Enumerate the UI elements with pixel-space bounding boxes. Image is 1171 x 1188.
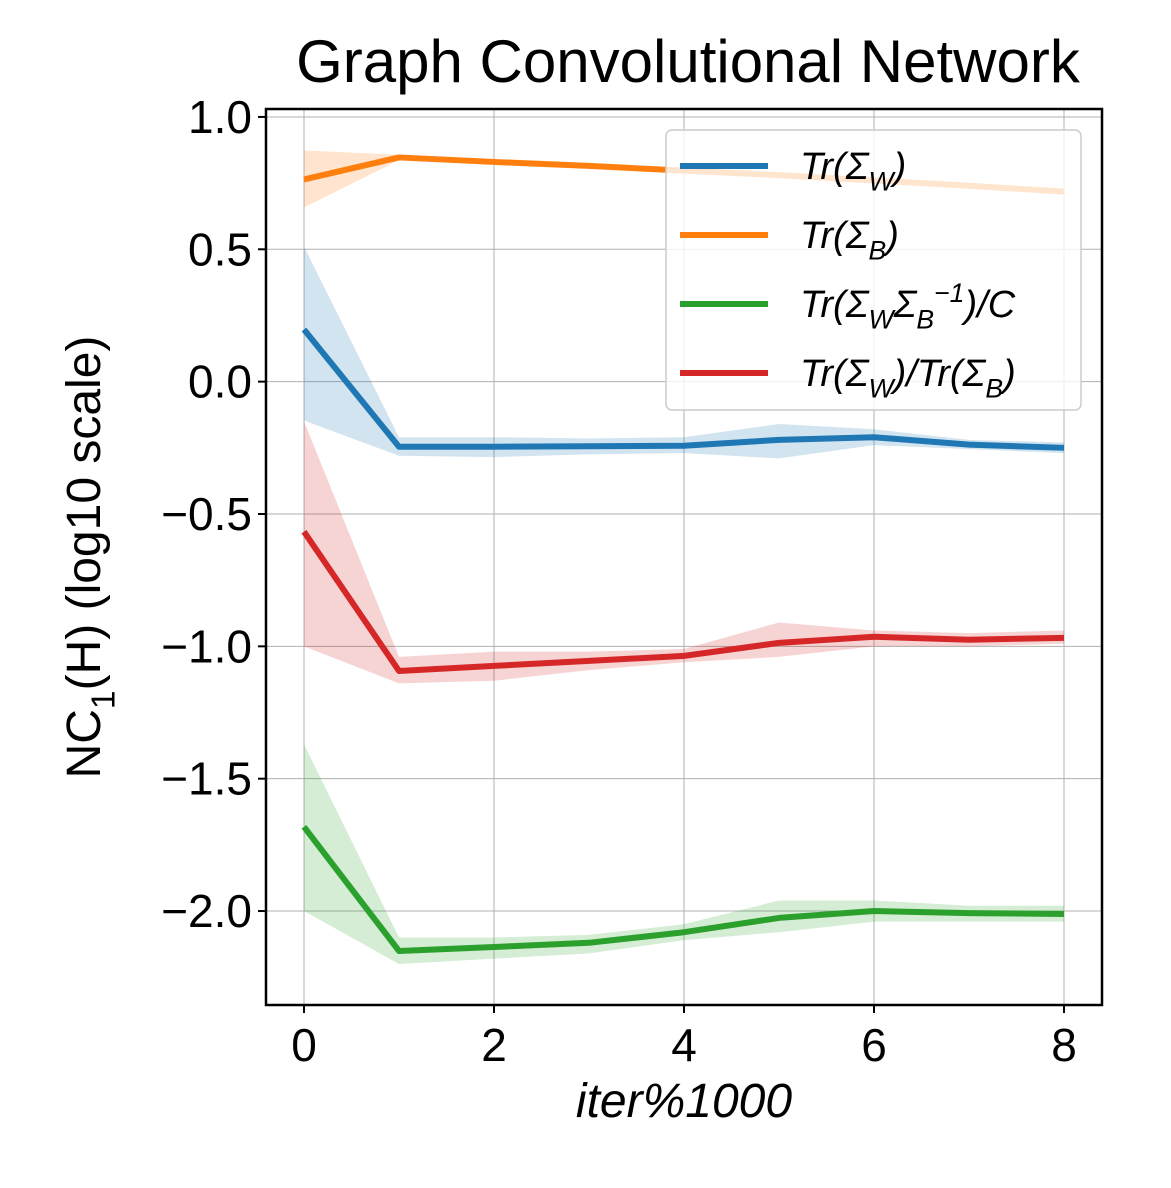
x-tick-label: 4 xyxy=(671,1019,697,1071)
legend-label: Tr(ΣW) xyxy=(800,146,906,196)
series-line xyxy=(301,327,1065,451)
y-tick-label: 1.0 xyxy=(188,91,252,143)
y-tick-label: 0.0 xyxy=(188,356,252,408)
x-tick-label: 2 xyxy=(481,1019,507,1071)
x-tick-label: 8 xyxy=(1051,1019,1077,1071)
confidence-band xyxy=(304,246,1064,459)
confidence-band xyxy=(304,150,1064,208)
chart-title: Graph Convolutional Network xyxy=(296,28,1081,95)
legend-label: Tr(ΣW)/Tr(ΣB) xyxy=(800,353,1016,403)
legend-label: Tr(ΣB) xyxy=(800,215,899,265)
y-tick-label: −1.5 xyxy=(161,753,252,805)
legend-label: Tr(ΣWΣB−1)/C xyxy=(800,278,1016,335)
series-line xyxy=(301,825,1065,955)
confidence-band xyxy=(304,421,1064,684)
ticks: 0 2 4 6 8 1.0 0.5 0.0 −0.5 −1.0 −1.5 −2.0 xyxy=(161,91,1077,1071)
legend: Tr(ΣW) Tr(ΣB) Tr(ΣWΣB−1)/C Tr(ΣW)/Tr(ΣB) xyxy=(665,129,1082,411)
y-tick-label: −1.0 xyxy=(161,620,252,672)
y-axis-label: NC1(H) (log10 scale) xyxy=(58,336,122,779)
y-tick-label: 0.5 xyxy=(188,223,252,275)
x-axis-label: iter%1000 xyxy=(576,1075,792,1128)
x-tick-label: 0 xyxy=(291,1019,317,1071)
series-line xyxy=(301,530,1065,674)
legend-box xyxy=(665,129,1082,411)
x-tick-label: 6 xyxy=(861,1019,887,1071)
y-tick-label: −0.5 xyxy=(161,488,252,540)
y-tick-label: −2.0 xyxy=(161,885,252,937)
